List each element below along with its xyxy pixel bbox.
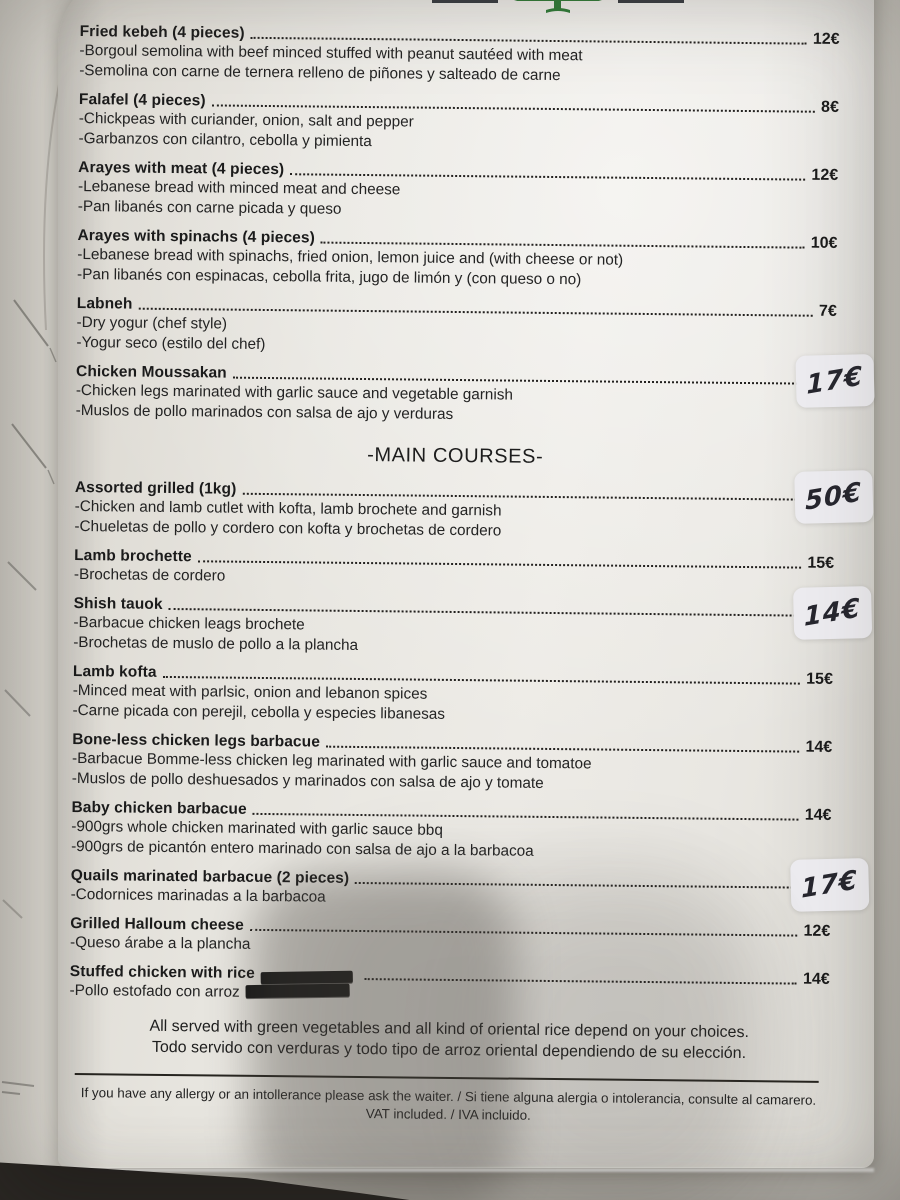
item-description-text: -Muslos de pollo marinados con salsa de … [75,401,454,423]
menu-item: Lamb brochette 15€ -Brochetas de cordero [74,544,834,593]
cedar-tree-icon [514,0,602,13]
logo-bar-right [618,0,684,3]
item-title: Stuffed chicken with rice [69,962,255,982]
item-title: Chicken Moussakan [75,363,227,382]
menu-page: Fried kebeh (4 pieces) 12€ -Borgoul semoli… [58,0,875,1168]
price-sticker: 14€ [792,585,873,640]
item-description-text: -Semolina con carne de ternera relleno d… [79,62,561,85]
redacted-text [260,970,353,985]
dotted-leader [242,492,829,501]
item-price: 15€ [807,554,835,572]
menu-item: Quails marinated barbacue (2 pieces) 17€ -… [70,857,870,913]
item-title: Falafel (4 pieces) [78,91,206,110]
item-title: Arayes with meat (4 pieces) [78,159,285,179]
item-description-text: -Pollo estofado con arroz [69,981,240,1001]
item-price: 12€ [812,30,840,48]
item-price: 12€ [811,166,839,184]
footer-divider [74,1073,819,1083]
item-description-text: -Brochetas de muslo de pollo a la planch… [73,633,359,654]
item-title: Lamb kofta [72,662,157,681]
dotted-leader [320,241,805,249]
item-price: 10€ [810,234,838,252]
menu-item: Bone-less chicken legs barbacue 14€ -Barba… [72,728,833,797]
dotted-leader [249,928,798,937]
dotted-leader [325,745,800,753]
item-description-text: -Pan libanés con carne picada y queso [77,198,342,218]
item-description-text: -900grs whole chicken marinated with gar… [71,817,443,839]
item-description-text: -Chueletas de pollo y cordero con kofta … [74,517,502,540]
price-sticker: 50€ [794,469,874,524]
item-title: Shish tauok [73,594,163,613]
item-price: 14€ [804,806,832,824]
item-description-text: -Queso árabe a la plancha [70,933,251,953]
menu-item: Chicken Moussakan 17€ -Chicken legs marina… [75,354,875,429]
item-title: Baby chicken barbacue [71,798,247,818]
dotted-leader [290,173,806,181]
item-title: Bone-less chicken legs barbacue [72,730,321,751]
item-price: 8€ [821,98,839,116]
item-description-text: -Pan libanés con espinacas, cebolla frit… [77,266,582,289]
item-title: Fried kebeh (4 pieces) [79,23,245,42]
item-price-handwritten: 50€ [805,477,863,517]
redacted-text [245,983,350,999]
menu-item: Falafel (4 pieces) 8€ -Chickpeas with curi… [78,88,839,157]
item-description-text: -900grs de picantón entero marinado con … [71,837,534,860]
item-price-handwritten: 14€ [803,593,862,633]
item-description-text: -Brochetas de cordero [73,565,226,585]
item-title: Assorted grilled (1kg) [74,478,237,498]
item-description-text: -Chicken and lamb cutlet with kofta, lam… [74,497,502,520]
item-title: Quails marinated barbacue (2 pieces) [70,866,350,887]
dotted-leader [364,978,798,985]
price-sticker: 17€ [795,354,875,408]
dotted-leader [252,812,799,821]
item-price: 12€ [803,922,831,940]
dotted-leader [250,36,807,45]
item-price-handwritten: 17€ [801,865,859,905]
page-bottom-edge [58,1168,874,1172]
menu-item: Fried kebeh (4 pieces) 12€ -Borgoul semoli… [79,20,840,89]
footer: If you have any allergy or an intolleran… [68,1084,828,1128]
item-description-text: -Dry yogur (chef style) [76,314,228,333]
menu-item: Assorted grilled (1kg) 50€ -Chicken and la… [74,469,874,545]
item-price: 14€ [805,738,833,756]
item-description-text: -Muslos de pollo deshuesados y marinados… [71,769,544,792]
menu-item: Labneh 7€ -Dry yogur (chef style) -Yogur se… [76,292,837,361]
item-price: 7€ [818,302,837,320]
menu-item: Arayes with spinachs (4 pieces) 10€ -Leban… [77,224,838,293]
menu-item: Shish tauok 14€ -Barbacue chicken leags br… [73,585,873,661]
menu-item: Grilled Halloum cheese 12€ -Queso árabe a … [70,912,830,961]
menu-item: Stuffed chicken with rice 14€ -Pollo estof… [69,960,830,1009]
logo-bar-left [432,0,498,3]
serving-note: All served with green vegetables and all… [69,1015,829,1065]
menu-content: Fried kebeh (4 pieces) 12€ -Borgoul semoli… [68,0,875,1128]
item-description-text: -Garbanzos con cilantro, cebolla y pimie… [78,130,372,151]
item-description-text: -Codornices marinadas a la barbacoa [70,885,326,906]
price-sticker: 17€ [790,857,870,912]
item-title: Lamb brochette [74,546,192,566]
item-description-text: -Minced meat with parlsic, onion and leb… [72,681,428,703]
menu-item: Lamb kofta 15€ -Minced meat with parlsic, … [72,660,833,729]
item-price: 15€ [806,670,833,688]
menu-item: Baby chicken barbacue 14€ -900grs whole ch… [71,796,832,865]
item-description-text: -Carne picada con perejil, cebolla y esp… [72,701,446,723]
item-title: Arayes with spinachs (4 pieces) [77,227,316,247]
dotted-leader [355,881,825,889]
item-description-text: -Chicken legs marinated with garlic sauc… [75,381,514,404]
cedar-logo [410,0,706,18]
section-heading: -MAIN COURSES- [367,444,544,468]
item-description-text: -Barbacue chicken leags brochete [73,613,305,634]
item-description-text: -Chickpeas with curiander, onion, salt a… [78,110,414,131]
item-title: Grilled Halloum cheese [70,914,245,934]
item-description-text: -Yogur seco (estilo del chef) [76,334,266,353]
item-price-handwritten: 17€ [806,361,864,401]
menu-item: Arayes with meat (4 pieces) 12€ -Lebanese … [78,156,839,225]
item-title: Labneh [76,295,133,313]
item-description-text: -Lebanese bread with minced meat and che… [77,178,401,199]
item-price: 14€ [802,970,830,988]
menu-items: Fried kebeh (4 pieces) 12€ -Borgoul semoli… [69,20,875,1009]
